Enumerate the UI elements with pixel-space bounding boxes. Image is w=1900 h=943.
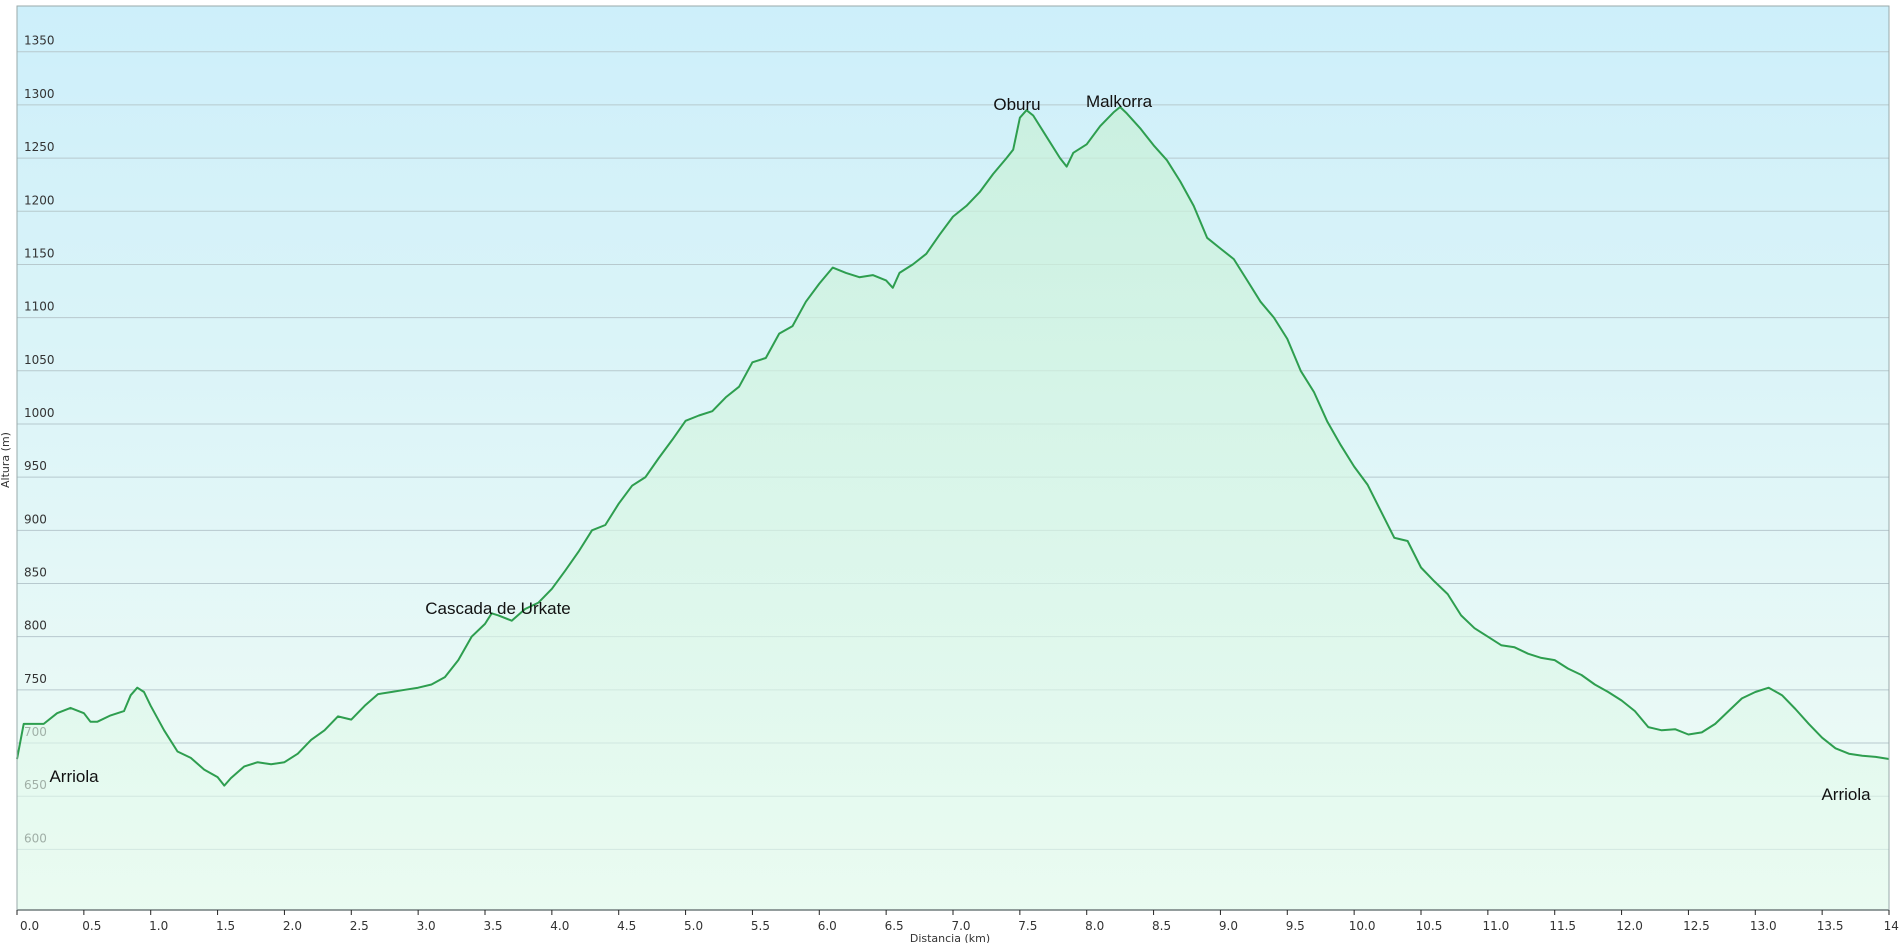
x-tick-label: 7.5: [1018, 919, 1037, 933]
annotation: Arriola: [49, 767, 99, 786]
x-tick-label: 14.0: [1884, 919, 1900, 933]
y-tick-label: 1300: [24, 87, 55, 101]
y-tick-label: 1250: [24, 140, 55, 154]
x-tick-label: 1.0: [149, 919, 168, 933]
x-tick-label: 9.0: [1219, 919, 1238, 933]
y-tick-label: 1100: [24, 300, 55, 314]
y-axis-title: Altura (m): [0, 432, 12, 488]
x-tick-label: 13.5: [1817, 919, 1844, 933]
annotation: Cascada de Urkate: [425, 599, 571, 618]
x-tick-label: 0.5: [82, 919, 101, 933]
x-tick-label: 6.5: [885, 919, 904, 933]
x-tick-label: 12.5: [1683, 919, 1710, 933]
y-tick-label: 1000: [24, 406, 55, 420]
y-tick-label: 1050: [24, 353, 55, 367]
x-tick-label: 6.0: [818, 919, 837, 933]
x-tick-label: 9.5: [1286, 919, 1305, 933]
x-tick-label: 3.0: [417, 919, 436, 933]
x-tick-label: 4.0: [550, 919, 569, 933]
x-tick-label: 4.5: [617, 919, 636, 933]
annotation: Arriola: [1821, 785, 1871, 804]
x-tick-label: 7.0: [951, 919, 970, 933]
x-tick-label: 8.0: [1085, 919, 1104, 933]
annotation: Malkorra: [1086, 92, 1153, 111]
x-tick-label: 3.5: [483, 919, 502, 933]
y-tick-label: 800: [24, 619, 47, 633]
x-tick-label: 5.5: [751, 919, 770, 933]
x-axis-title: Distancia (km): [910, 932, 990, 943]
y-tick-label: 950: [24, 459, 47, 473]
elevation-area: [17, 107, 1889, 910]
x-tick-label: 12.0: [1616, 919, 1643, 933]
x-tick-label: 11.5: [1549, 919, 1576, 933]
x-tick-label: 1.5: [216, 919, 235, 933]
y-tick-label: 900: [24, 512, 47, 526]
x-tick-label: 2.0: [283, 919, 302, 933]
y-tick-label: 750: [24, 672, 47, 686]
x-tick-label: 10.5: [1416, 919, 1443, 933]
x-tick-label: 11.0: [1482, 919, 1509, 933]
elevation-line: [16, 106, 1890, 787]
x-tick-label: 8.5: [1152, 919, 1171, 933]
x-tick-label: 2.5: [350, 919, 369, 933]
y-tick-label: 850: [24, 565, 47, 579]
annotation: Oburu: [993, 95, 1040, 114]
x-tick-label: 13.0: [1750, 919, 1777, 933]
x-tick-label: 5.0: [684, 919, 703, 933]
x-tick-label: 10.0: [1349, 919, 1376, 933]
y-tick-label: 1200: [24, 193, 55, 207]
x-tick-label: 0.0: [20, 919, 39, 933]
y-tick-label: 1350: [24, 34, 55, 48]
y-tick-label: 1150: [24, 246, 55, 260]
